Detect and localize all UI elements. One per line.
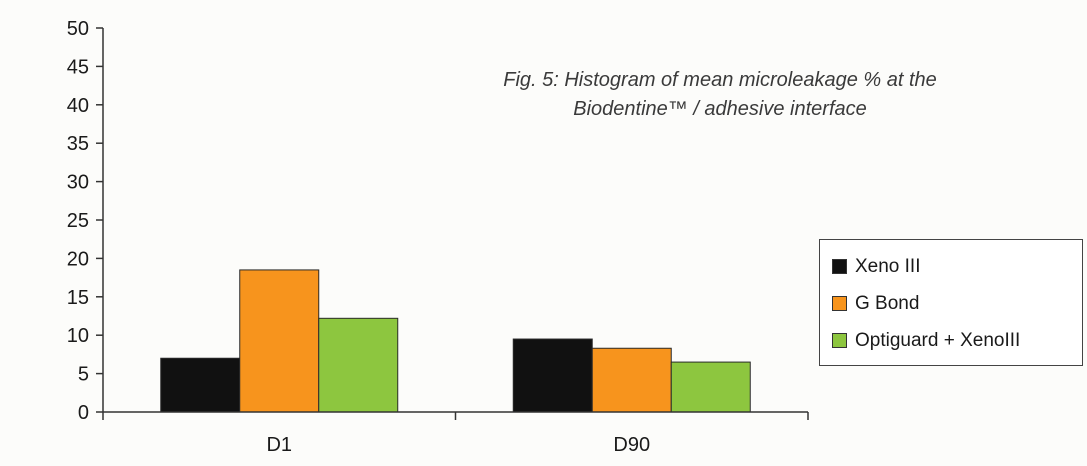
y-tick-label: 35 (67, 133, 89, 155)
caption-line-2: Biodentine™ / adhesive interface (573, 98, 867, 120)
bar-xeno-iii-d90 (512, 338, 593, 413)
y-tick-label: 15 (67, 287, 89, 309)
y-tick-label: 30 (67, 172, 89, 194)
x-axis: D1 D90 (102, 411, 809, 456)
y-tick-label: 50 (67, 18, 89, 40)
legend-label: Xeno III (855, 255, 921, 277)
bar-optiguard-xenoiii-d90 (670, 361, 751, 413)
legend-label: G Bond (855, 292, 920, 314)
y-tick-label: 40 (67, 95, 89, 117)
legend-label: Optiguard + XenoIII (855, 329, 1021, 351)
y-tick-label: 10 (67, 325, 89, 347)
caption-line-1: Fig. 5: Histogram of mean microleakage %… (503, 69, 937, 91)
legend-swatch (832, 333, 847, 348)
legend-item-g-bond: G Bond (832, 285, 1082, 322)
y-tick-label: 25 (67, 210, 89, 232)
bar-g-bond-d1 (239, 269, 320, 413)
y-tick-label: 20 (67, 248, 89, 270)
bar-optiguard-xenoiii-d1 (318, 317, 399, 413)
legend-swatch (832, 296, 847, 311)
legend-item-xeno-iii: Xeno III (832, 248, 1082, 285)
chart-legend: Xeno III G Bond Optiguard + XenoIII (819, 239, 1083, 366)
y-tick-label: 45 (67, 56, 89, 78)
figure-caption: Fig. 5: Histogram of mean microleakage %… (420, 66, 1020, 124)
bar-g-bond-d90 (591, 347, 672, 413)
y-tick-label: 0 (78, 402, 89, 424)
bars-group (160, 269, 751, 413)
y-tick-label: 5 (78, 364, 89, 386)
x-tick-label-d90: D90 (613, 434, 650, 456)
bar-xeno-iii-d1 (160, 357, 241, 413)
legend-item-optiguard-xenoiii: Optiguard + XenoIII (832, 322, 1082, 359)
x-tick-label-d1: D1 (266, 434, 292, 456)
y-axis: 0 5 10 15 20 25 30 35 40 45 50 (67, 18, 104, 424)
legend-swatch (832, 259, 847, 274)
